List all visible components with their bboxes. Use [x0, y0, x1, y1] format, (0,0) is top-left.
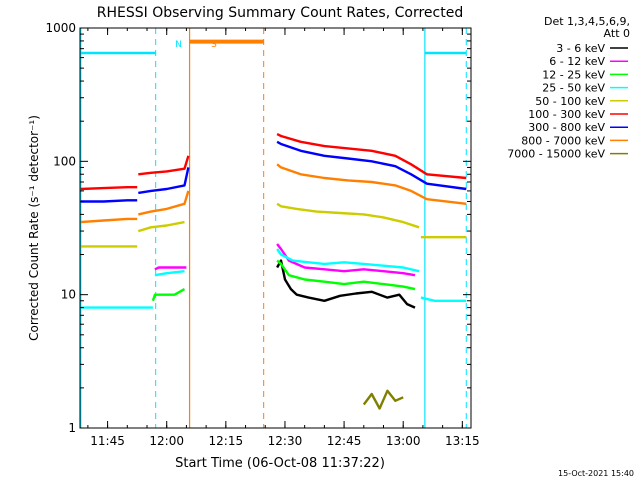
legend-entry-label: 12 - 25 keV — [542, 68, 605, 81]
series-3-6keV — [276, 259, 416, 309]
series-line — [80, 185, 138, 191]
x-axis-label: Start Time (06-Oct-08 11:37:22) — [175, 456, 385, 471]
legend-entry-label: 3 - 6 keV — [556, 42, 605, 55]
series-line — [137, 220, 185, 233]
x-tick-label: 12:45 — [327, 434, 362, 448]
y-tick-label: 100 — [53, 154, 76, 168]
flag-label: N — [175, 40, 182, 50]
series-line — [276, 202, 420, 229]
legend-entry-label: 800 - 7000 keV — [521, 134, 605, 147]
series-line — [276, 243, 416, 277]
legend-entry-label: 300 - 800 keV — [528, 121, 605, 134]
series-50-100keV — [80, 202, 467, 248]
y-axis-label: Corrected Count Rate (s⁻¹ detector⁻¹) — [27, 115, 41, 341]
series-300-800keV — [80, 140, 467, 203]
flag-label: S — [211, 40, 217, 50]
series-line — [154, 266, 187, 271]
x-tick-label: 11:45 — [90, 434, 125, 448]
series-line — [276, 133, 467, 180]
legend-header: Att 0 — [604, 27, 630, 40]
x-tick-label: 12:30 — [268, 434, 303, 448]
axes: 11:45 12:00 12:15 12:30 12:45 13:00 13:15 1 10 10… — [45, 21, 479, 448]
y-tick-label: 1000 — [45, 21, 76, 35]
y-tick-label: 10 — [61, 288, 76, 302]
series-line — [138, 155, 190, 176]
series-line — [151, 288, 186, 302]
series-line — [154, 270, 185, 277]
legend-entry-label: 100 - 300 keV — [528, 108, 605, 121]
x-tick-label: 12:15 — [209, 434, 244, 448]
x-tick-label: 13:15 — [445, 434, 480, 448]
series-line — [276, 259, 416, 309]
series-line — [80, 217, 138, 224]
series-line — [276, 163, 467, 205]
series-line — [362, 389, 404, 410]
legend-entry-label: 50 - 100 keV — [535, 95, 605, 108]
plot-frame — [79, 27, 472, 429]
series-line — [420, 296, 467, 302]
series-line — [80, 199, 138, 203]
y-tick-label: 1 — [68, 421, 76, 435]
legend-entry-label: 25 - 50 keV — [542, 82, 605, 95]
legend-header: Det 1,3,4,5,6,9, — [544, 15, 630, 28]
x-tick-label: 12:00 — [149, 434, 184, 448]
series-line — [276, 248, 420, 273]
series-line — [276, 259, 416, 291]
legend-entry-label: 7000 - 15000 keV — [507, 148, 605, 161]
series-100-300keV — [80, 133, 467, 191]
series-25-50keV — [80, 248, 467, 309]
series-line — [276, 140, 467, 191]
x-tick-label: 13:00 — [386, 434, 421, 448]
footer-timestamp: 15-Oct-2021 15:40 — [558, 469, 634, 478]
series-800-7000keV — [80, 163, 467, 224]
series-line — [138, 167, 190, 195]
series-12-25keV — [151, 259, 416, 302]
chart-title: RHESSI Observing Summary Count Rates, Co… — [97, 5, 463, 21]
series-line — [138, 190, 190, 216]
legend-entry-label: 6 - 12 keV — [549, 55, 605, 68]
series-6-12keV — [154, 243, 416, 277]
series-7000-15000keV — [362, 389, 404, 410]
